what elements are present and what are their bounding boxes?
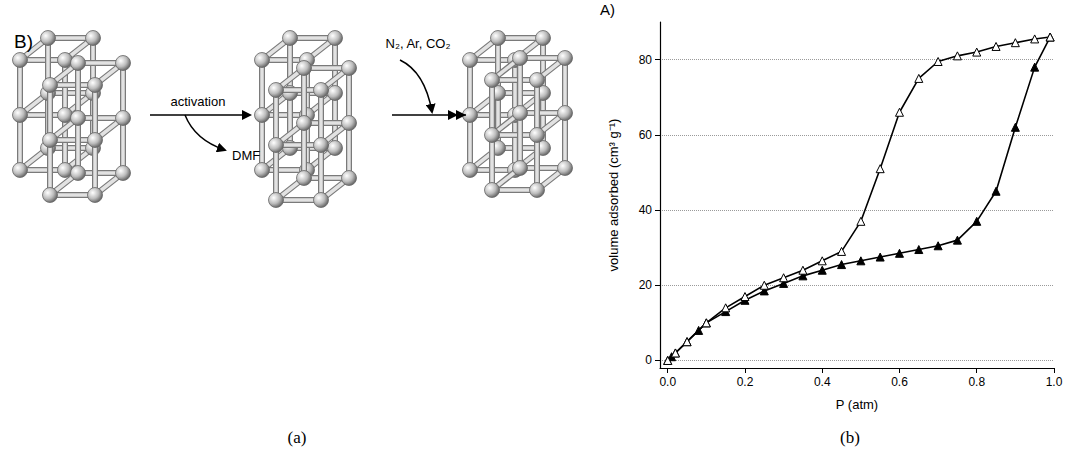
svg-text:0.4: 0.4 <box>814 375 831 389</box>
svg-text:A): A) <box>600 1 615 18</box>
html-text:(b): (b) <box>840 428 860 447</box>
svg-text:0: 0 <box>645 353 652 367</box>
svg-text:0.6: 0.6 <box>891 375 908 389</box>
svg-text:60: 60 <box>639 128 653 142</box>
svg-text:B): B) <box>14 31 33 52</box>
svg-text:P (atm): P (atm) <box>836 397 878 412</box>
svg-text:0.0: 0.0 <box>659 375 676 389</box>
svg-text:N₂, Ar, CO₂: N₂, Ar, CO₂ <box>386 36 451 51</box>
svg-text:activation: activation <box>171 94 226 109</box>
html-text:(a): (a) <box>287 428 307 447</box>
svg-text:0.2: 0.2 <box>737 375 754 389</box>
svg-text:20: 20 <box>639 278 653 292</box>
svg-text:80: 80 <box>639 53 653 67</box>
svg-text:volume adsorbed (cm³ g⁻¹): volume adsorbed (cm³ g⁻¹) <box>606 119 621 272</box>
svg-text:DMF: DMF <box>232 148 260 163</box>
svg-text:1.0: 1.0 <box>1046 375 1063 389</box>
svg-text:40: 40 <box>639 203 653 217</box>
svg-text:0.8: 0.8 <box>968 375 985 389</box>
